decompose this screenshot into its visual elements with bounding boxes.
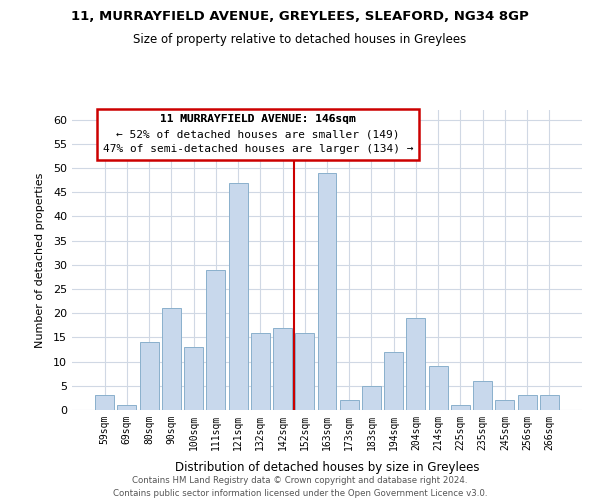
Text: Contains HM Land Registry data © Crown copyright and database right 2024.
Contai: Contains HM Land Registry data © Crown c…: [113, 476, 487, 498]
Text: 11 MURRAYFIELD AVENUE: 146sqm
← 52% of detached houses are smaller (149)
47% of : 11 MURRAYFIELD AVENUE: 146sqm ← 52% of d…: [103, 114, 413, 154]
Bar: [362, 386, 381, 410]
Bar: [540, 396, 559, 410]
Bar: [340, 400, 359, 410]
Bar: [118, 405, 136, 410]
Bar: [317, 173, 337, 410]
Text: 11 MURRAYFIELD AVENUE: 146sqm: 11 MURRAYFIELD AVENUE: 146sqm: [160, 114, 356, 124]
Bar: [473, 381, 492, 410]
Bar: [251, 332, 270, 410]
Bar: [184, 347, 203, 410]
Bar: [162, 308, 181, 410]
Bar: [95, 396, 114, 410]
Bar: [518, 396, 536, 410]
Y-axis label: Number of detached properties: Number of detached properties: [35, 172, 44, 348]
Bar: [229, 182, 248, 410]
Bar: [496, 400, 514, 410]
Text: 11, MURRAYFIELD AVENUE, GREYLEES, SLEAFORD, NG34 8GP: 11, MURRAYFIELD AVENUE, GREYLEES, SLEAFO…: [71, 10, 529, 23]
Text: Size of property relative to detached houses in Greylees: Size of property relative to detached ho…: [133, 32, 467, 46]
Bar: [140, 342, 158, 410]
Bar: [406, 318, 425, 410]
Bar: [384, 352, 403, 410]
Bar: [273, 328, 292, 410]
Bar: [429, 366, 448, 410]
Bar: [206, 270, 225, 410]
Bar: [451, 405, 470, 410]
Bar: [295, 332, 314, 410]
X-axis label: Distribution of detached houses by size in Greylees: Distribution of detached houses by size …: [175, 461, 479, 474]
